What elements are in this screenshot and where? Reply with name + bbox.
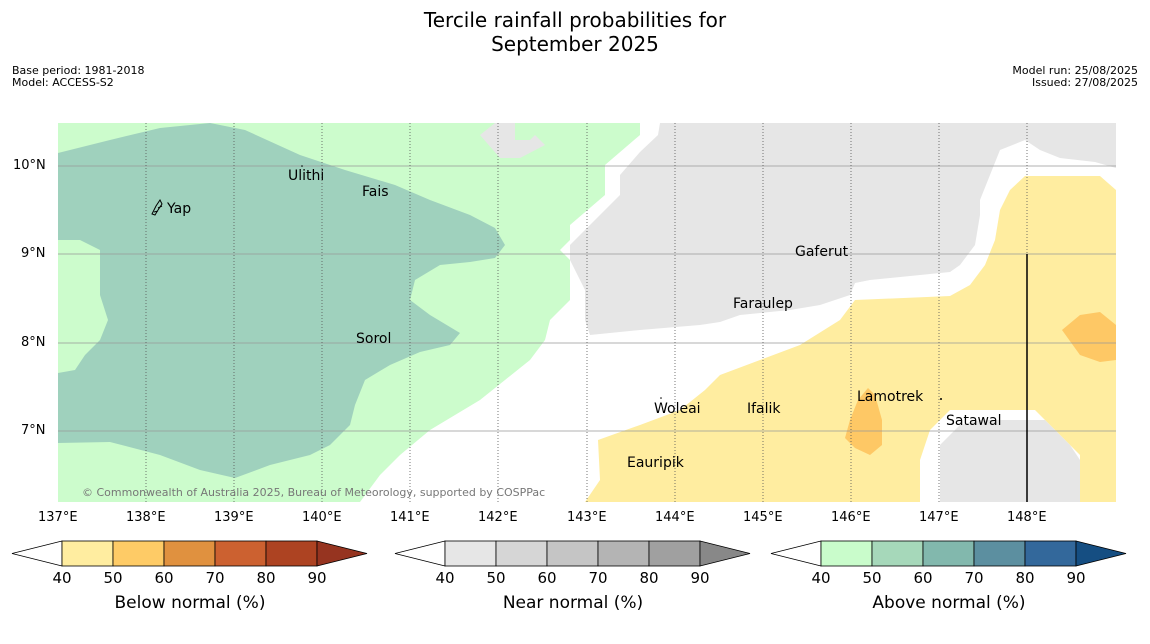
place-yap: Yap bbox=[166, 201, 191, 217]
base-period: Base period: 1981-2018 bbox=[12, 64, 145, 77]
colorbar-below-tick: 70 bbox=[205, 569, 224, 587]
place-eauripik: Eauripik bbox=[627, 455, 685, 471]
colorbar-below-min-extend bbox=[11, 540, 63, 567]
island-dots bbox=[301, 165, 942, 400]
colorbar-near-tick: 40 bbox=[435, 569, 454, 587]
colorbar-below-segment bbox=[61, 540, 114, 567]
lon-label-143e: 143°E bbox=[567, 510, 607, 525]
near-normal-region-upper bbox=[570, 123, 1116, 335]
place-sorol: Sorol bbox=[356, 331, 391, 347]
island-dot bbox=[301, 165, 303, 167]
issued-date: Issued: 27/08/2025 bbox=[1031, 76, 1138, 89]
place-labels: Ulithi Fais Yap Gaferut Faraulep Sorol W… bbox=[166, 168, 1001, 471]
island-dot bbox=[940, 398, 942, 400]
lon-label-147e: 147°E bbox=[919, 510, 959, 525]
place-faraulep: Faraulep bbox=[733, 296, 793, 312]
lat-label-10n: 10°N bbox=[13, 158, 46, 173]
near-normal-region-small bbox=[480, 123, 545, 158]
colorbars: 40 50 60 70 80 90 40 50 60 70 80 90 40 50 60 70 80 90 bbox=[11, 540, 1127, 587]
lat-label-8n: 8°N bbox=[21, 335, 46, 350]
colorbar-below-segment bbox=[265, 540, 318, 567]
colorbar-near-tick: 90 bbox=[690, 569, 709, 587]
place-ifalik: Ifalik bbox=[747, 401, 781, 417]
colorbar-near-max-extend bbox=[699, 540, 751, 567]
lat-label-9n: 9°N bbox=[21, 246, 46, 261]
colorbar-above-tick: 50 bbox=[862, 569, 881, 587]
island-dot bbox=[660, 397, 662, 399]
colorbar-above-segment bbox=[973, 540, 1026, 567]
colorbar-label-above: Above normal (%) bbox=[872, 593, 1026, 613]
colorbar-below-max-extend bbox=[316, 540, 368, 567]
colorbar-above-min-extend bbox=[770, 540, 822, 567]
colorbar-near-min-extend bbox=[394, 540, 446, 567]
lon-label-137e: 137°E bbox=[38, 510, 78, 525]
below-normal-50-region-lamotrek bbox=[845, 388, 882, 455]
place-woleai: Woleai bbox=[654, 401, 701, 417]
colorbar-near-segment bbox=[444, 540, 497, 567]
colorbar-below-segment bbox=[112, 540, 165, 567]
colorbar-label-below: Below normal (%) bbox=[114, 593, 266, 613]
lon-label-142e: 142°E bbox=[478, 510, 518, 525]
below-normal-40-region bbox=[585, 176, 1116, 502]
yap-island-shape bbox=[151, 199, 163, 216]
colorbar-near-tick: 80 bbox=[639, 569, 658, 587]
colorbar-below-tick: 90 bbox=[307, 569, 326, 587]
lon-label-140e: 140°E bbox=[302, 510, 342, 525]
place-ulithi: Ulithi bbox=[288, 168, 324, 184]
colorbar-above-tick: 40 bbox=[811, 569, 830, 587]
colorbar-above-segment bbox=[820, 540, 873, 567]
colorbar-near-segment bbox=[495, 540, 548, 567]
place-lamotrek: Lamotrek bbox=[857, 389, 924, 405]
map-title-line-2: September 2025 bbox=[491, 32, 659, 56]
below-normal-50-region-east bbox=[1062, 312, 1116, 362]
colorbar-near-tick: 50 bbox=[486, 569, 505, 587]
colorbar-near-segment bbox=[648, 540, 701, 567]
colorbar-above-max-extend bbox=[1075, 540, 1127, 567]
map-title-line-1: Tercile rainfall probabilities for bbox=[423, 8, 727, 32]
colorbar-below-segment bbox=[214, 540, 267, 567]
colorbar-above-tick: 80 bbox=[1015, 569, 1034, 587]
colorbar-above-tick: 90 bbox=[1066, 569, 1085, 587]
colorbar-near-tick: 70 bbox=[588, 569, 607, 587]
colorbar-below-tick: 40 bbox=[52, 569, 71, 587]
lon-label-145e: 145°E bbox=[743, 510, 783, 525]
colorbar-above-tick: 70 bbox=[964, 569, 983, 587]
meridians bbox=[145, 123, 1028, 502]
meta-right: Model run: 25/08/2025 Issued: 27/08/2025 bbox=[1012, 65, 1138, 89]
colorbar-above-segment bbox=[871, 540, 924, 567]
colorbar-above-tick: 60 bbox=[913, 569, 932, 587]
lon-label-141e: 141°E bbox=[390, 510, 430, 525]
colorbar-near-tick: 60 bbox=[537, 569, 556, 587]
near-normal-region-lower bbox=[940, 420, 1080, 502]
colorbar-below-tick: 50 bbox=[103, 569, 122, 587]
colorbar-below-segment bbox=[163, 540, 216, 567]
place-fais: Fais bbox=[362, 184, 389, 200]
colorbar-near-segment bbox=[546, 540, 599, 567]
lat-label-7n: 7°N bbox=[21, 423, 46, 438]
colorbar-below-tick: 80 bbox=[256, 569, 275, 587]
colorbar-above-segment bbox=[1024, 540, 1077, 567]
model-name: Model: ACCESS-S2 bbox=[12, 76, 114, 89]
lon-label-148e: 148°E bbox=[1007, 510, 1047, 525]
lon-label-146e: 146°E bbox=[831, 510, 871, 525]
lon-label-139e: 139°E bbox=[214, 510, 254, 525]
colorbar-above-segment bbox=[922, 540, 975, 567]
place-gaferut: Gaferut bbox=[795, 244, 849, 260]
colorbar-near-segment bbox=[597, 540, 650, 567]
model-run: Model run: 25/08/2025 bbox=[1012, 64, 1138, 77]
meta-left: Base period: 1981-2018 Model: ACCESS-S2 bbox=[12, 65, 144, 89]
colorbar-below-tick: 60 bbox=[154, 569, 173, 587]
above-normal-50-region bbox=[58, 123, 505, 478]
lon-label-144e: 144°E bbox=[655, 510, 695, 525]
place-satawal: Satawal bbox=[946, 413, 1001, 429]
lon-label-138e: 138°E bbox=[126, 510, 166, 525]
colorbar-label-near: Near normal (%) bbox=[502, 593, 644, 613]
copyright-notice: © Commonwealth of Australia 2025, Bureau… bbox=[82, 486, 546, 499]
map-title: Tercile rainfall probabilities for Septe… bbox=[0, 8, 1150, 56]
